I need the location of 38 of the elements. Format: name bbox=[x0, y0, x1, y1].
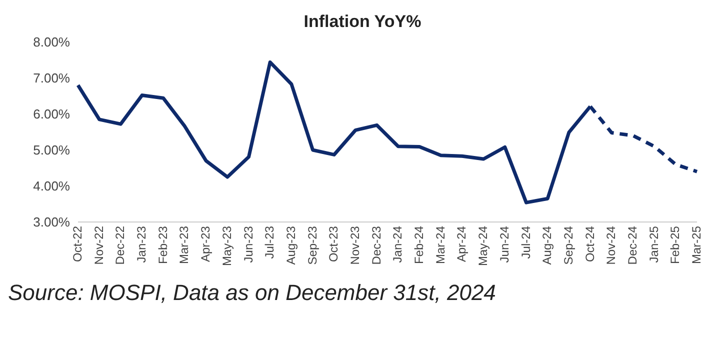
x-tick-label: Oct-22 bbox=[70, 226, 85, 262]
x-tick-label: Mar-23 bbox=[177, 226, 192, 264]
x-tick-label: Dec-23 bbox=[369, 226, 384, 265]
x-tick-label: Jan-25 bbox=[646, 226, 661, 263]
x-tick-label: Nov-23 bbox=[348, 226, 362, 265]
x-tick-label: Nov-22 bbox=[92, 226, 106, 265]
x-tick-label: May-24 bbox=[476, 226, 490, 266]
x-tick-label: May-23 bbox=[220, 226, 234, 266]
y-tick-label: 6.00% bbox=[33, 106, 70, 122]
x-tick-label: Jul-23 bbox=[262, 226, 277, 259]
y-tick-label: 8.00% bbox=[33, 34, 70, 50]
chart-title: Inflation YoY% bbox=[302, 12, 422, 32]
x-tick-label: Nov-24 bbox=[604, 226, 618, 265]
x-tick-label: Aug-23 bbox=[284, 226, 298, 265]
x-tick-label: Dec-22 bbox=[113, 226, 128, 265]
y-tick-label: 4.00% bbox=[33, 178, 70, 194]
y-tick-label: 5.00% bbox=[33, 142, 70, 158]
x-tick-label: Oct-24 bbox=[582, 226, 597, 262]
x-tick-label: Aug-24 bbox=[540, 226, 554, 265]
x-tick-label: Apr-24 bbox=[454, 226, 469, 262]
x-tick-label: Mar-25 bbox=[690, 226, 704, 264]
x-tick-label: Jul-24 bbox=[518, 226, 533, 259]
x-tick-label: Apr-23 bbox=[198, 226, 213, 262]
y-tick-label: 3.00% bbox=[33, 214, 70, 230]
x-tick-label: Sep-23 bbox=[305, 226, 320, 265]
x-tick-label: Jun-23 bbox=[241, 226, 256, 263]
x-tick-label: Jan-24 bbox=[390, 226, 405, 263]
x-tick-label: Feb-25 bbox=[668, 226, 682, 264]
x-tick-label: Oct-23 bbox=[326, 226, 341, 262]
x-tick-label: Feb-23 bbox=[156, 226, 170, 264]
x-tick-label: Mar-24 bbox=[433, 226, 448, 264]
x-tick-label: Jan-23 bbox=[134, 226, 149, 263]
x-tick-label: Feb-24 bbox=[412, 226, 426, 264]
x-tick-label: Sep-24 bbox=[561, 226, 576, 265]
source-note: Source: MOSPI, Data as on December 31st, 2024 bbox=[8, 280, 497, 306]
x-tick-label: Dec-24 bbox=[625, 226, 640, 265]
x-tick-label: Jun-24 bbox=[497, 226, 512, 263]
y-tick-label: 7.00% bbox=[33, 70, 70, 86]
